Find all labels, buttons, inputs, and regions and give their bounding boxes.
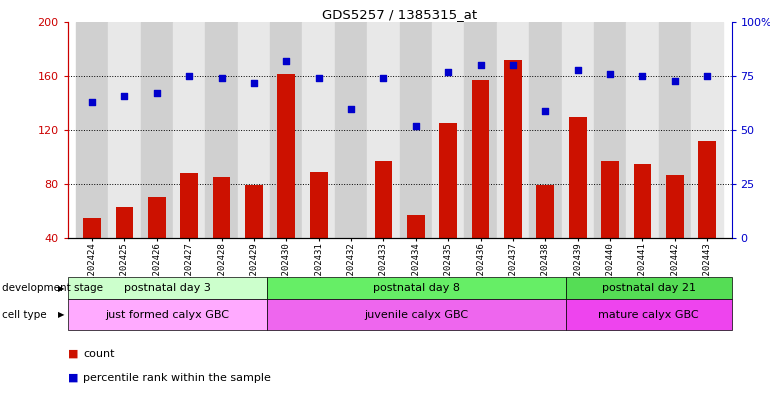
Bar — [472, 80, 490, 238]
Bar — [464, 22, 497, 238]
Point — [539, 108, 551, 114]
Bar — [374, 161, 393, 238]
Title: GDS5257 / 1385315_at: GDS5257 / 1385315_at — [322, 8, 477, 21]
Text: ▶: ▶ — [59, 310, 65, 319]
Bar — [658, 22, 691, 238]
Point — [345, 105, 357, 112]
Bar — [601, 161, 619, 238]
Point — [507, 62, 519, 69]
Bar — [529, 22, 561, 238]
Point — [474, 62, 487, 69]
Text: postnatal day 21: postnatal day 21 — [601, 283, 695, 293]
Bar — [141, 22, 173, 238]
Text: postnatal day 3: postnatal day 3 — [124, 283, 211, 293]
Text: juvenile calyx GBC: juvenile calyx GBC — [364, 310, 468, 320]
Bar — [497, 22, 529, 238]
Bar — [206, 22, 238, 238]
Text: postnatal day 8: postnatal day 8 — [373, 283, 460, 293]
Bar — [270, 22, 303, 238]
Point — [216, 75, 228, 81]
Point — [604, 71, 616, 77]
Text: ■: ■ — [68, 349, 79, 359]
Point — [571, 67, 584, 73]
Bar — [116, 207, 133, 238]
Bar — [76, 22, 109, 238]
Text: percentile rank within the sample: percentile rank within the sample — [83, 373, 271, 383]
Bar — [245, 185, 263, 238]
Text: development stage: development stage — [2, 283, 102, 293]
Bar — [400, 22, 432, 238]
Point — [151, 90, 163, 97]
Bar — [569, 117, 587, 238]
Point — [119, 92, 131, 99]
Bar — [626, 22, 658, 238]
Bar — [691, 22, 723, 238]
Point — [86, 99, 99, 105]
Bar — [594, 22, 626, 238]
Bar — [432, 22, 464, 238]
Bar — [148, 197, 166, 238]
Bar — [666, 174, 684, 238]
Text: mature calyx GBC: mature calyx GBC — [598, 310, 699, 320]
Text: count: count — [83, 349, 115, 359]
Point — [668, 77, 681, 84]
Point — [701, 73, 713, 79]
Point — [410, 123, 422, 129]
Bar — [180, 173, 198, 238]
Point — [636, 73, 648, 79]
Bar — [213, 177, 230, 238]
Text: ■: ■ — [68, 373, 79, 383]
Bar — [238, 22, 270, 238]
Text: cell type: cell type — [2, 310, 46, 320]
Point — [377, 75, 390, 81]
Point — [183, 73, 196, 79]
Bar — [310, 172, 327, 238]
Text: ▶: ▶ — [59, 284, 65, 293]
Bar — [303, 22, 335, 238]
Bar — [335, 22, 367, 238]
Bar — [537, 185, 554, 238]
Bar — [367, 22, 400, 238]
Bar — [83, 218, 101, 238]
Bar — [407, 215, 425, 238]
Text: just formed calyx GBC: just formed calyx GBC — [105, 310, 229, 320]
Bar — [109, 22, 141, 238]
Bar — [634, 164, 651, 238]
Bar — [698, 141, 716, 238]
Point — [248, 79, 260, 86]
Bar — [173, 22, 206, 238]
Bar — [277, 73, 295, 238]
Bar — [504, 60, 522, 238]
Point — [313, 75, 325, 81]
Bar — [561, 22, 594, 238]
Point — [280, 58, 293, 64]
Bar — [440, 123, 457, 238]
Point — [442, 69, 454, 75]
